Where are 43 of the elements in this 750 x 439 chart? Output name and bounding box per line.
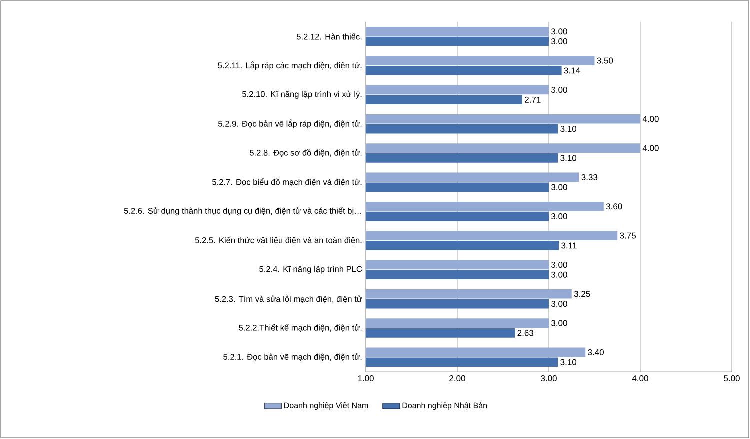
data-label: 3.00 (552, 28, 568, 35)
data-label: 4.00 (642, 145, 659, 152)
legend-label: Doanh nghiệp Nhật Bản (402, 402, 488, 410)
data-label: 3.25 (574, 291, 590, 298)
data-label: 3.00 (552, 301, 568, 308)
data-label: 3.00 (552, 320, 568, 326)
x-tick-label: 5.00 (724, 376, 740, 382)
y-tick-label: 5.2.8. Đọc sơ đồ điện, điện tử. (250, 149, 362, 158)
x-tick-label: 3.00 (541, 376, 557, 382)
y-tick-label: 5.2.11. Lắp ráp các mạch điện, điện tử. (218, 61, 362, 70)
data-label: 3.60 (606, 204, 622, 210)
y-tick-label: 5.2.7. Đọc biểu đồ mạch điện và điện tử. (212, 178, 362, 186)
x-tick-label: 1.00 (358, 376, 374, 382)
data-label: 2.63 (518, 330, 534, 336)
y-tick-label: 5.2.1. Đọc bản vẽ mạch điện, điện tử. (224, 354, 362, 362)
data-label: 3.00 (552, 38, 568, 45)
y-tick-label: 5.2.10. Kĩ năng lập trình vi xử lý. (242, 90, 362, 99)
data-label: 3.40 (588, 349, 604, 356)
data-label: 4.00 (642, 116, 659, 122)
y-tick-label: 5.2.4. Kĩ năng lập trình PLC (260, 266, 362, 274)
data-label: 3.33 (582, 174, 598, 180)
y-tick-label: 5.2.5. Kiến thức vật liệu điện và an toàn điện. (195, 236, 362, 245)
y-tick-label: 5.2.6. Sử dụng thành thục dụng cụ điện, điện tử và các thiết bị… (124, 208, 362, 216)
data-label: 3.50 (597, 58, 614, 64)
data-label: 3.00 (552, 262, 568, 268)
data-label: 3.00 (552, 272, 568, 278)
data-label: 3.11 (562, 242, 577, 249)
x-tick-label: 4.00 (632, 376, 648, 382)
legend-label: Doanh nghiệp Việt Nam (284, 402, 368, 410)
y-tick-label: 5.2.12. Hàn thiếc. (296, 33, 362, 40)
y-tick-label: 5.2.9. Đọc bản vẽ lắp ráp điện, điện tử. (218, 120, 362, 129)
data-label: 3.00 (552, 86, 568, 93)
y-tick-label: 5.2.2.Thiết kế mạch điện, điện tử. (239, 324, 362, 332)
x-tick-label: 2.00 (450, 376, 466, 382)
data-label: 3.00 (552, 214, 568, 220)
data-label: 3.10 (560, 126, 577, 132)
y-tick-label: 5.2.3. Tìm và sửa lỗi mạch điện, điện tử (215, 294, 362, 304)
data-label: 3.14 (564, 68, 580, 74)
data-label: 3.00 (552, 184, 568, 190)
data-label: 3.10 (560, 155, 577, 162)
data-label: 3.10 (560, 359, 577, 366)
data-label: 2.71 (525, 96, 541, 103)
data-label: 3.75 (620, 232, 636, 239)
